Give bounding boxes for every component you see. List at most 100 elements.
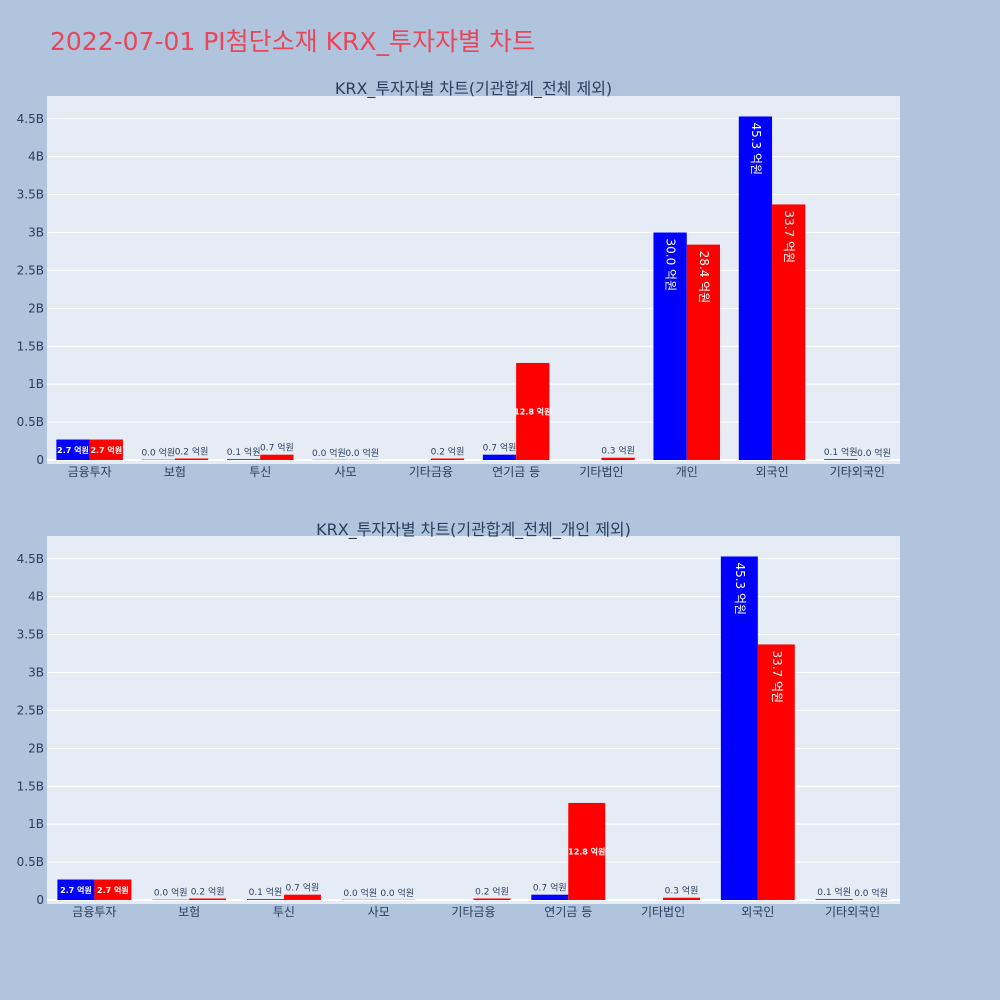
bar-value-label: 0.1 억원 bbox=[227, 446, 261, 458]
y-tick-label: 2.5B bbox=[17, 703, 44, 717]
bar-value-label: 0.2 억원 bbox=[191, 885, 225, 897]
bar-buy bbox=[653, 232, 687, 460]
bar-value-label: 0.2 억원 bbox=[431, 445, 465, 457]
bar-sell bbox=[260, 454, 294, 460]
bar-value-label: 0.7 억원 bbox=[260, 442, 294, 454]
category-label: 연기금 등 bbox=[492, 465, 540, 479]
bar-sell bbox=[601, 457, 635, 460]
category-label: 개인 bbox=[676, 465, 698, 479]
y-tick-label: 3B bbox=[28, 666, 44, 680]
category-label: 연기금 등 bbox=[544, 905, 592, 919]
bar-buy bbox=[815, 899, 853, 900]
category-label: 기타법인 bbox=[579, 465, 623, 479]
y-tick-label: 4.5B bbox=[17, 552, 44, 566]
y-tick-label: 4.5B bbox=[17, 112, 44, 126]
bar-value-label: 0.1 억원 bbox=[824, 446, 858, 458]
bar-value-label: 0.2 억원 bbox=[175, 445, 209, 457]
category-label: 사모 bbox=[368, 905, 390, 919]
y-tick-label: 3.5B bbox=[17, 628, 44, 642]
y-tick-label: 1B bbox=[28, 377, 44, 391]
bar-value-label: 0.0 억원 bbox=[141, 447, 175, 459]
bar-value-label: 0.1 억원 bbox=[249, 886, 283, 898]
bar-value-label: 0.0 억원 bbox=[154, 887, 188, 899]
bar-value-label: 28.4 억원 bbox=[697, 251, 711, 304]
y-tick-label: 2B bbox=[28, 301, 44, 315]
bar-buy bbox=[56, 439, 90, 460]
bar-value-label: 0.0 억원 bbox=[312, 447, 346, 459]
category-label: 투신 bbox=[273, 905, 295, 919]
bar-value-label: 0.0 억원 bbox=[854, 887, 888, 899]
category-label: 외국인 bbox=[741, 905, 774, 919]
y-tick-label: 0 bbox=[36, 893, 44, 907]
bar-buy bbox=[738, 116, 773, 460]
chart-title: KRX_투자자별 차트(기관합계_전체_개인 제외) bbox=[316, 520, 631, 540]
bar-sell bbox=[772, 204, 806, 460]
category-label: 보험 bbox=[178, 905, 200, 919]
page-title: 2022-07-01 PI첨단소재 KRX_투자자별 차트 bbox=[50, 27, 535, 56]
bar-buy bbox=[246, 899, 284, 900]
chart-institution-excluded: KRX_투자자별 차트(기관합계_전체 제외) 0 0.5B 1B 1.5B 2B 2.5B… bbox=[17, 79, 900, 479]
y-tick-label: 3B bbox=[28, 226, 44, 240]
category-label: 기타외국인 bbox=[825, 905, 880, 919]
bar-sell bbox=[473, 898, 511, 900]
bar-value-label: 0.0 억원 bbox=[857, 447, 891, 459]
bar-value-label: 0.3 억원 bbox=[601, 445, 635, 457]
bar-sell bbox=[663, 897, 701, 900]
bar-value-label: 45.3 억원 bbox=[733, 562, 747, 615]
category-label: 기타외국인 bbox=[830, 465, 885, 479]
bar-value-label: 0.0 억원 bbox=[345, 447, 379, 459]
chart-institution-individual-excluded: KRX_투자자별 차트(기관합계_전체_개인 제외) 0 0.5B 1B 1.5B 2B 2… bbox=[17, 520, 900, 919]
bar-value-label: 0.7 억원 bbox=[483, 442, 517, 454]
bar-sell bbox=[516, 362, 550, 460]
y-tick-label: 2B bbox=[28, 741, 44, 755]
y-tick-label: 1.5B bbox=[17, 779, 44, 793]
bar-sell bbox=[757, 644, 795, 900]
y-tick-label: 4B bbox=[28, 590, 44, 604]
category-label: 기타금융 bbox=[451, 905, 495, 919]
bar-sell bbox=[89, 439, 123, 460]
bar-value-label: 30.0 억원 bbox=[664, 239, 678, 292]
bar-buy bbox=[720, 556, 758, 900]
bar-sell bbox=[430, 458, 465, 460]
bar-buy bbox=[482, 454, 517, 460]
bar-value-label: 2.7 억원 bbox=[60, 885, 92, 895]
y-tick-label: 4B bbox=[28, 150, 44, 164]
bar-buy bbox=[226, 459, 261, 460]
category-label: 외국인 bbox=[755, 465, 788, 479]
bar-value-label: 45.3 억원 bbox=[749, 122, 763, 175]
bar-value-label: 12.8 억원 bbox=[514, 406, 551, 416]
bar-value-label: 2.7 억원 bbox=[97, 885, 129, 895]
y-tick-label: 2.5B bbox=[17, 263, 44, 277]
y-tick-label: 1.5B bbox=[17, 339, 44, 353]
bar-sell bbox=[174, 458, 209, 460]
bar-value-label: 2.7 억원 bbox=[90, 445, 122, 455]
y-tick-label: 3.5B bbox=[17, 188, 44, 202]
bar-value-label: 33.7 억원 bbox=[782, 210, 796, 263]
y-tick-label: 0.5B bbox=[17, 855, 44, 869]
y-tick-label: 0 bbox=[36, 453, 44, 467]
category-label: 사모 bbox=[335, 465, 357, 479]
bar-value-label: 0.7 억원 bbox=[286, 882, 320, 894]
bar-sell bbox=[568, 802, 606, 900]
bar-value-label: 12.8 억원 bbox=[568, 846, 605, 856]
bar-sell bbox=[686, 244, 721, 460]
category-label: 기타금융 bbox=[409, 465, 453, 479]
bar-buy bbox=[531, 894, 569, 900]
bar-value-label: 0.3 억원 bbox=[665, 885, 699, 897]
category-label: 투신 bbox=[249, 465, 271, 479]
bar-value-label: 0.0 억원 bbox=[380, 887, 414, 899]
bar-buy bbox=[57, 879, 95, 900]
bar-sell bbox=[94, 879, 132, 900]
bar-value-label: 33.7 억원 bbox=[770, 650, 784, 703]
bar-value-label: 0.7 억원 bbox=[533, 882, 567, 894]
chart-title: KRX_투자자별 차트(기관합계_전체 제외) bbox=[335, 79, 612, 99]
category-label: 금융투자 bbox=[72, 905, 116, 919]
bar-value-label: 0.0 억원 bbox=[343, 887, 377, 899]
category-label: 기타법인 bbox=[641, 905, 685, 919]
category-label: 보험 bbox=[164, 465, 186, 479]
bar-sell bbox=[189, 898, 227, 900]
y-tick-label: 0.5B bbox=[17, 415, 44, 429]
bar-buy bbox=[824, 459, 858, 460]
bar-value-label: 0.1 억원 bbox=[817, 886, 851, 898]
